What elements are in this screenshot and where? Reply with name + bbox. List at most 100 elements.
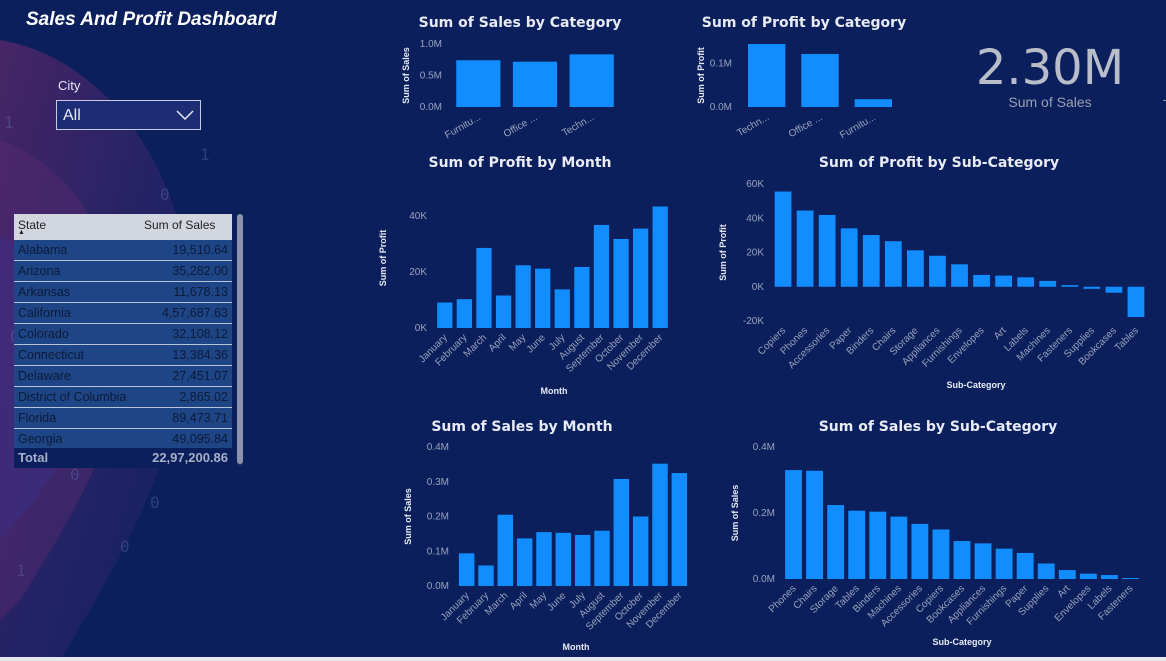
total-value: 22,97,200.86	[140, 448, 232, 468]
state-cell: Georgia	[14, 429, 140, 449]
bar	[819, 215, 836, 287]
y-tick-label: 40K	[746, 213, 764, 224]
table-row[interactable]: Connecticut 13,384.36	[14, 345, 232, 366]
city-filter-dropdown[interactable]: All	[56, 100, 201, 130]
chart-svg: Sum of Sales by Category 0.0M 0.5M 1.0M Sum …	[395, 10, 650, 145]
x-axis-label: Sub-Category	[946, 380, 1005, 390]
bar	[885, 241, 902, 287]
category-label: Phones	[767, 583, 799, 615]
svg-text:0: 0	[120, 537, 130, 556]
bar	[498, 515, 513, 586]
table-row[interactable]: District of Columbia 2,865.02	[14, 387, 232, 408]
category-label: Art	[1056, 583, 1073, 600]
table-row[interactable]: Florida 89,473.71	[14, 408, 232, 429]
state-cell: Connecticut	[14, 345, 140, 365]
chart-svg: Sum of Profit by Sub-Category -20K 0K 20K 40…	[712, 150, 1157, 400]
city-filter-value: All	[63, 107, 81, 125]
y-tick-label: 0.1M	[710, 59, 732, 70]
table-row[interactable]: Arizona 35,282.00	[14, 261, 232, 282]
x-axis-label: Sub-Category	[932, 637, 991, 647]
bar	[437, 303, 452, 328]
bar	[1017, 277, 1034, 286]
chart-sales-by-month: Sum of Sales by Month 0.0M 0.1M 0.2M 0.3M 0.4…	[395, 414, 695, 657]
table-row[interactable]: Alabama 19,510.64	[14, 240, 232, 261]
svg-text:1: 1	[4, 113, 14, 132]
y-tick-label: 0.0M	[420, 102, 442, 113]
column-header-sum-of-sales[interactable]: Sum of Sales	[140, 214, 232, 240]
svg-text:1: 1	[16, 561, 26, 580]
state-cell: Arizona	[14, 261, 140, 281]
bar	[594, 531, 609, 586]
bar	[1017, 553, 1034, 579]
x-axis-label: Month	[541, 386, 568, 396]
y-tick-label: 0.0M	[753, 574, 775, 585]
y-axis-label: Sum of Sales	[403, 488, 413, 545]
bar	[536, 532, 551, 586]
bar	[515, 265, 530, 328]
y-tick-label: 0.2M	[753, 508, 775, 519]
bar	[954, 541, 971, 579]
bar	[907, 250, 924, 286]
chart-title: Sum of Sales by Category	[419, 15, 622, 31]
bar	[1128, 287, 1145, 317]
chart-title: Sum of Profit by Category	[702, 15, 906, 31]
y-tick-label: 0K	[752, 282, 765, 293]
sales-cell: 89,473.71	[140, 408, 232, 428]
state-sales-table: State ▲ Sum of Sales Alabama 19,510.64 Ari…	[14, 214, 232, 466]
bottom-strip	[0, 657, 1166, 661]
y-tick-label: 0.4M	[753, 442, 775, 453]
chart-profit-by-month: Sum of Profit by Month 0K 20K 40K Sum of Pro…	[370, 150, 680, 400]
category-label: Office ...	[787, 112, 825, 140]
category-label: Art	[992, 325, 1009, 342]
page-title: Sales And Profit Dashboard	[26, 9, 277, 31]
bar	[457, 299, 472, 328]
bar	[633, 517, 648, 587]
sort-ascending-icon: ▲	[18, 229, 25, 236]
bar	[476, 248, 491, 328]
city-filter-label: City	[58, 78, 80, 93]
chart-sales-by-subcategory: Sum of Sales by Sub-Category 0.0M 0.2M 0.4M…	[728, 414, 1153, 657]
chart-sales-by-category: Sum of Sales by Category 0.0M 0.5M 1.0M Sum …	[395, 10, 650, 145]
y-axis-label: Sum of Profit	[696, 47, 706, 104]
table-scrollbar[interactable]	[237, 214, 243, 466]
y-tick-label: 40K	[409, 211, 427, 222]
category-label: April	[508, 590, 530, 612]
x-axis-label: Month	[563, 642, 590, 652]
state-cell: Florida	[14, 408, 140, 428]
state-cell: Colorado	[14, 324, 140, 344]
bar	[806, 471, 823, 579]
table-row[interactable]: Georgia 49,095.84	[14, 429, 232, 450]
table-row[interactable]: Colorado 32,108.12	[14, 324, 232, 345]
bar	[775, 192, 792, 287]
bar	[975, 543, 992, 579]
y-axis-label: Sum of Sales	[730, 485, 740, 542]
chart-title: Sum of Sales by Month	[431, 419, 612, 435]
y-tick-label: 0K	[415, 323, 428, 334]
table-row[interactable]: Delaware 27,451.07	[14, 366, 232, 387]
bar	[1122, 578, 1139, 579]
bar	[613, 239, 628, 328]
category-label: Tables	[1113, 325, 1141, 353]
y-tick-label: 0.2M	[427, 512, 449, 523]
bar	[929, 256, 946, 287]
table-row[interactable]: Arkansas 11,678.13	[14, 282, 232, 303]
category-label: Techn...	[560, 112, 596, 139]
state-cell: District of Columbia	[14, 387, 140, 407]
sales-cell: 49,095.84	[140, 429, 232, 449]
column-header-state[interactable]: State ▲	[14, 214, 140, 240]
bar	[973, 275, 990, 287]
table-row[interactable]: California 4,57,687.63	[14, 303, 232, 324]
bar	[652, 464, 667, 586]
bar	[1106, 287, 1123, 293]
chart-svg: Sum of Profit by Month0K20K40KSum of Pro…	[370, 150, 680, 400]
bar	[633, 229, 648, 328]
state-cell: California	[14, 303, 140, 323]
svg-text:1: 1	[200, 145, 210, 164]
bar	[594, 225, 609, 328]
scrollbar-thumb[interactable]	[237, 214, 243, 464]
bar	[555, 289, 570, 328]
bar	[951, 264, 968, 286]
bar	[456, 60, 500, 107]
category-label: April	[487, 332, 509, 354]
bar	[785, 470, 802, 579]
